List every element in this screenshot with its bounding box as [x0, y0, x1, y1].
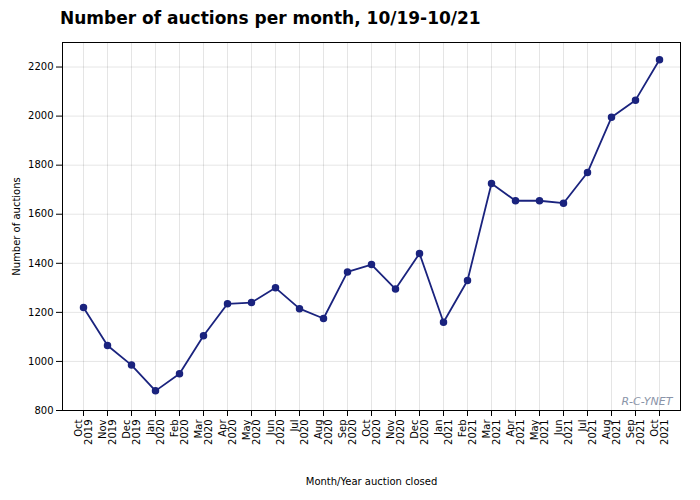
svg-text:Oct2019: Oct2019 — [73, 419, 94, 445]
svg-text:Dec2020: Dec2020 — [409, 420, 430, 445]
svg-text:Jun2020: Jun2020 — [265, 420, 286, 445]
svg-text:800: 800 — [34, 405, 53, 416]
svg-text:Aug2021: Aug2021 — [601, 420, 622, 445]
svg-text:Aug2020: Aug2020 — [313, 420, 334, 445]
svg-text:1000: 1000 — [28, 356, 53, 367]
svg-text:May2020: May2020 — [241, 419, 262, 445]
svg-text:Apr2021: Apr2021 — [505, 419, 526, 445]
svg-text:Number of auctions: Number of auctions — [11, 177, 22, 276]
svg-text:Mar2021: Mar2021 — [481, 419, 502, 445]
svg-text:1800: 1800 — [28, 159, 53, 170]
svg-text:Feb2020: Feb2020 — [169, 420, 190, 445]
svg-text:Jan2021: Jan2021 — [433, 420, 454, 445]
svg-text:Mar2020: Mar2020 — [193, 419, 214, 445]
svg-text:Oct2020: Oct2020 — [361, 419, 382, 445]
svg-text:Month/Year auction closed: Month/Year auction closed — [306, 476, 437, 487]
html-text:Number of auctions per month,: Number of auctions per month, 10/19-10/2… — [60, 8, 481, 28]
svg-text:1400: 1400 — [28, 258, 53, 269]
svg-text:Nov2019: Nov2019 — [97, 419, 118, 445]
svg-text:Jun2021: Jun2021 — [553, 420, 574, 445]
svg-text:Jul2021: Jul2021 — [577, 420, 598, 445]
svg-text:2200: 2200 — [28, 61, 53, 72]
svg-text:Jan2020: Jan2020 — [145, 420, 166, 445]
svg-text:Sep2020: Sep2020 — [337, 420, 358, 445]
svg-text:2000: 2000 — [28, 110, 53, 121]
svg-text:Jul2020: Jul2020 — [289, 420, 310, 445]
svg-text:Dec2019: Dec2019 — [121, 420, 142, 445]
svg-text:May2021: May2021 — [529, 419, 550, 445]
svg-text:Oct2021: Oct2021 — [649, 419, 670, 445]
svg-text:R-C-YNET: R-C-YNET — [621, 395, 673, 408]
svg-text:Feb2021: Feb2021 — [457, 420, 478, 445]
svg-text:Nov2020: Nov2020 — [385, 419, 406, 445]
svg-text:1600: 1600 — [28, 208, 53, 219]
svg-text:Apr2020: Apr2020 — [217, 419, 238, 445]
svg-text:Sep2021: Sep2021 — [625, 420, 646, 445]
svg-text:1200: 1200 — [28, 307, 53, 318]
